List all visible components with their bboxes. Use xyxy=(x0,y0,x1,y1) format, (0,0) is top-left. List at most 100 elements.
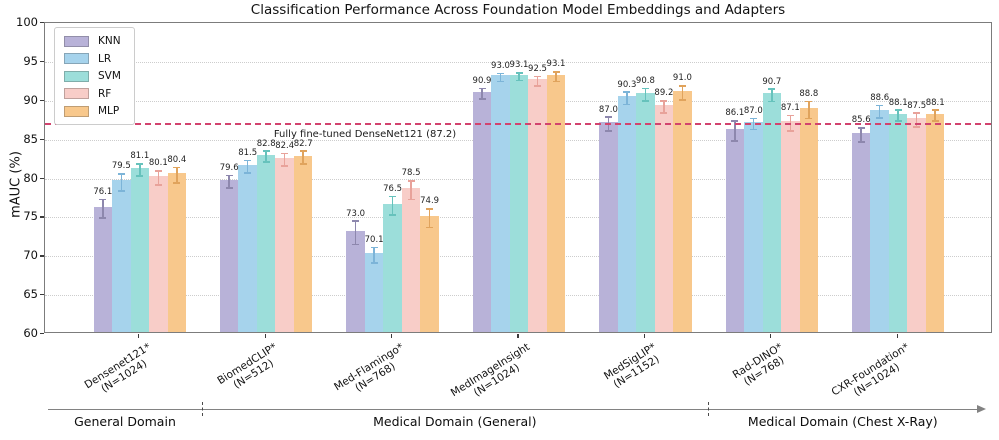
error-cap-bottom xyxy=(515,79,523,82)
value-label-svm-3: 93.1 xyxy=(509,60,529,71)
bar-mlp-6 xyxy=(925,113,945,332)
error-cap-top xyxy=(731,120,739,122)
value-label-mlp-2: 74.9 xyxy=(420,196,440,207)
y-tick-mark-80 xyxy=(39,177,44,179)
y-tick-label-85: 85 xyxy=(23,131,38,146)
value-label-svm-4: 90.8 xyxy=(635,75,655,86)
error-bar-mlp-3 xyxy=(555,71,557,82)
bar-svm-6 xyxy=(888,113,908,332)
legend-item-svm: SVM xyxy=(64,70,121,82)
bar-rf-4 xyxy=(654,104,674,332)
bar-mlp-1 xyxy=(293,155,313,332)
value-label-rf-2: 78.5 xyxy=(401,168,421,179)
legend-label: SVM xyxy=(98,70,121,82)
value-label-rf-3: 92.5 xyxy=(528,64,547,75)
bar-rf-2 xyxy=(401,188,421,332)
error-cap-top xyxy=(641,87,649,90)
bar-svm-0 xyxy=(130,167,150,332)
legend-label: LR xyxy=(98,52,112,65)
rf-swatch-icon xyxy=(64,88,89,99)
bar-knn-1 xyxy=(219,179,239,332)
error-bar-rf-4 xyxy=(663,100,665,114)
bar-mlp-5 xyxy=(799,108,819,332)
error-bar-knn-0 xyxy=(102,199,104,219)
error-cap-top xyxy=(154,169,162,172)
error-bar-rf-1 xyxy=(283,153,286,167)
error-cap-bottom xyxy=(876,117,884,119)
value-label-lr-6: 88.6 xyxy=(870,92,890,103)
error-cap-bottom xyxy=(660,112,668,114)
value-label-knn-6: 85.6 xyxy=(851,115,871,126)
domain-separator-1 xyxy=(202,402,203,416)
error-bar-lr-3 xyxy=(499,73,502,82)
error-cap-top xyxy=(117,173,125,175)
error-cap-top xyxy=(749,117,757,120)
gridline-95 xyxy=(45,61,991,63)
legend: KNN LR SVM RF MLP xyxy=(54,27,135,125)
error-cap-top xyxy=(173,166,181,169)
bar-lr-2 xyxy=(364,253,384,332)
domain-label-2: Medical Domain (Chest X-Ray) xyxy=(747,414,938,429)
x-tick-mark-2 xyxy=(390,334,393,338)
error-cap-top xyxy=(281,152,289,155)
bar-mlp-0 xyxy=(167,173,187,332)
error-cap-bottom xyxy=(281,165,289,167)
error-cap-top xyxy=(931,109,939,111)
chart-title: Classification Performance Across Founda… xyxy=(250,2,786,18)
bar-knn-4 xyxy=(599,122,618,332)
error-bar-lr-2 xyxy=(373,247,375,264)
error-bar-rf-6 xyxy=(915,113,918,128)
value-label-knn-0: 76.1 xyxy=(93,186,113,197)
value-label-svm-5: 90.7 xyxy=(762,76,782,87)
error-bar-svm-1 xyxy=(265,151,267,163)
domain-label-0: General Domain xyxy=(74,414,176,429)
y-tick-label-100: 100 xyxy=(16,15,38,29)
error-cap-bottom xyxy=(604,130,612,132)
error-bar-svm-5 xyxy=(771,89,773,102)
x-tick-mark-3 xyxy=(517,334,519,338)
x-tick-mark-0 xyxy=(138,334,140,338)
error-cap-top xyxy=(262,150,270,153)
error-cap-top xyxy=(678,85,686,87)
value-label-mlp-6: 88.1 xyxy=(925,97,945,108)
bar-rf-1 xyxy=(275,157,294,332)
value-label-mlp-3: 93.1 xyxy=(546,59,566,70)
value-label-lr-0: 79.5 xyxy=(111,161,131,172)
error-cap-top xyxy=(225,174,233,177)
bar-lr-3 xyxy=(491,75,510,332)
value-label-svm-6: 88.1 xyxy=(888,97,908,108)
error-cap-top xyxy=(407,180,415,182)
error-cap-bottom xyxy=(641,99,649,102)
bar-mlp-4 xyxy=(673,90,692,332)
value-label-mlp-0: 80.4 xyxy=(167,155,187,166)
value-label-knn-3: 90.9 xyxy=(472,75,492,86)
error-cap-top xyxy=(894,109,902,111)
domain-axis-line xyxy=(48,409,978,410)
value-label-knn-5: 86.1 xyxy=(725,108,745,119)
value-label-lr-4: 90.3 xyxy=(617,79,637,90)
bar-svm-2 xyxy=(383,203,402,332)
error-cap-top xyxy=(913,112,921,114)
reference-line xyxy=(45,122,991,125)
bar-svm-4 xyxy=(636,92,655,332)
bar-mlp-2 xyxy=(420,216,439,332)
error-cap-top xyxy=(604,116,612,118)
error-cap-top xyxy=(768,88,776,90)
value-label-mlp-5: 88.8 xyxy=(799,89,819,100)
legend-label: KNN xyxy=(98,35,121,47)
error-cap-top xyxy=(244,159,252,162)
error-cap-bottom xyxy=(99,217,107,219)
reference-line-label: Fully fine-tuned DenseNet121 (87.2) xyxy=(273,129,457,140)
knn-swatch-icon xyxy=(64,35,89,47)
bar-rf-6 xyxy=(907,118,926,332)
svm-swatch-icon xyxy=(64,70,89,82)
error-cap-bottom xyxy=(117,190,125,192)
value-label-rf-6: 87.5 xyxy=(907,100,927,111)
y-tick-mark-75 xyxy=(39,216,44,218)
value-label-rf-0: 80.1 xyxy=(148,158,168,169)
value-label-mlp-1: 82.7 xyxy=(293,138,313,149)
error-bar-lr-0 xyxy=(120,173,123,191)
value-label-svm-1: 82.8 xyxy=(256,138,276,149)
y-tick-mark-65 xyxy=(39,294,44,296)
